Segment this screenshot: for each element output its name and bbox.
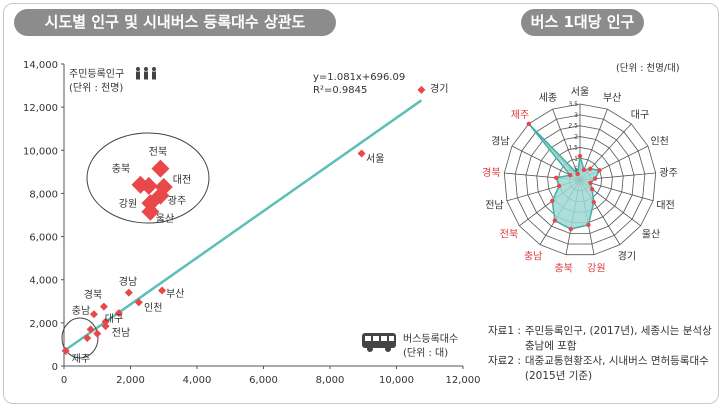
point-label: 경북 bbox=[84, 288, 102, 301]
data-point bbox=[101, 322, 110, 331]
source-text-1: 주민등록인구, (2017년), 세종시는 분석상 충남에 포함 bbox=[524, 325, 712, 352]
source-line-1: 자료1 : 주민등록인구, (2017년), 세종시는 분석상 충남에 포함 bbox=[488, 324, 720, 354]
data-point bbox=[151, 159, 170, 178]
point-label: 인천 bbox=[144, 302, 162, 314]
source-label-1: 자료1 : bbox=[488, 325, 521, 337]
x-tick-label: 6,000 bbox=[249, 375, 278, 386]
y-tick-label: 8,000 bbox=[29, 189, 58, 200]
point-label: 제주 bbox=[72, 353, 90, 365]
sources: 자료1 : 주민등록인구, (2017년), 세종시는 분석상 충남에 포함 자… bbox=[488, 324, 720, 384]
y-tick-label: 6,000 bbox=[29, 233, 58, 244]
x-tick-label: 2,000 bbox=[116, 375, 145, 386]
source-text-2: 대중교통현황조사, 시내버스 면허등록대수(2015년 기준) bbox=[524, 355, 709, 382]
y-tick-label: 10,000 bbox=[23, 146, 58, 157]
data-point bbox=[101, 317, 110, 326]
data-point bbox=[83, 333, 92, 342]
point-label: 대구 bbox=[105, 313, 123, 325]
data-point bbox=[357, 149, 366, 158]
cluster-ellipse-large bbox=[86, 132, 210, 224]
source-label-2: 자료2 : bbox=[488, 355, 521, 367]
source-line-2: 자료2 : 대중교통현황조사, 시내버스 면허등록대수(2015년 기준) bbox=[488, 354, 720, 384]
y-tick-label: 0 bbox=[52, 362, 58, 373]
data-point bbox=[99, 302, 108, 311]
point-label: 울산 bbox=[156, 213, 174, 225]
regression-r2: R²=0.9845 bbox=[313, 85, 367, 96]
point-label: 경남 bbox=[119, 275, 137, 288]
point-label: 경기 bbox=[430, 82, 448, 95]
regression-equation: y=1.081x+696.09 bbox=[313, 72, 405, 83]
x-tick-label: 0 bbox=[61, 375, 67, 386]
x-tick-label: 8,000 bbox=[316, 375, 345, 386]
point-label: 전북 bbox=[149, 146, 167, 158]
x-axis-title-line2: (단위 : 대) bbox=[403, 346, 448, 359]
data-point bbox=[141, 202, 160, 221]
y-tick-label: 14,000 bbox=[23, 60, 58, 71]
point-label: 강원 bbox=[119, 198, 137, 210]
data-point bbox=[89, 310, 98, 319]
point-label: 충북 bbox=[112, 163, 130, 175]
data-point bbox=[134, 298, 143, 307]
radar-title: 버스 1대당 인구 bbox=[521, 9, 644, 36]
y-axis-title-line2: (단위 : 천명) bbox=[69, 81, 123, 94]
data-point bbox=[93, 329, 102, 338]
data-point bbox=[417, 85, 426, 94]
bus-icon bbox=[362, 333, 396, 352]
data-point bbox=[139, 176, 158, 195]
point-label: 충남 bbox=[72, 305, 90, 317]
cluster-ellipse-small bbox=[61, 317, 99, 359]
x-tick-label: 10,000 bbox=[379, 375, 414, 386]
data-point bbox=[124, 288, 133, 297]
y-tick-label: 12,000 bbox=[23, 103, 58, 114]
point-label: 전남 bbox=[112, 327, 130, 339]
point-label: 광주 bbox=[168, 195, 186, 207]
y-tick-label: 4,000 bbox=[29, 276, 58, 287]
x-axis-title-line1: 버스등록대수 bbox=[403, 333, 458, 345]
point-label: 대전 bbox=[173, 174, 191, 186]
point-label: 서울 bbox=[366, 153, 384, 165]
data-point bbox=[158, 286, 167, 295]
regression-line bbox=[63, 99, 423, 353]
y-tick-label: 2,000 bbox=[29, 319, 58, 330]
figure-frame bbox=[3, 3, 719, 404]
data-point bbox=[61, 346, 70, 355]
x-tick-label: 12,000 bbox=[446, 375, 481, 386]
x-tick-label: 4,000 bbox=[183, 375, 212, 386]
data-point bbox=[86, 325, 95, 334]
y-axis-title-line1: 주민등록인구 bbox=[69, 68, 124, 80]
scatter-title: 시도별 인구 및 시내버스 등록대수 상관도 bbox=[14, 9, 336, 36]
people-icon bbox=[136, 67, 156, 80]
data-point bbox=[114, 309, 123, 318]
point-label: 부산 bbox=[166, 288, 184, 300]
